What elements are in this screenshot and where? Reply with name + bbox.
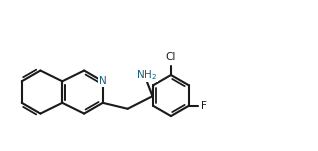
Text: NH$_2$: NH$_2$ (136, 68, 157, 82)
Text: N: N (99, 76, 107, 86)
Text: Cl: Cl (166, 52, 176, 62)
Text: F: F (201, 101, 207, 111)
